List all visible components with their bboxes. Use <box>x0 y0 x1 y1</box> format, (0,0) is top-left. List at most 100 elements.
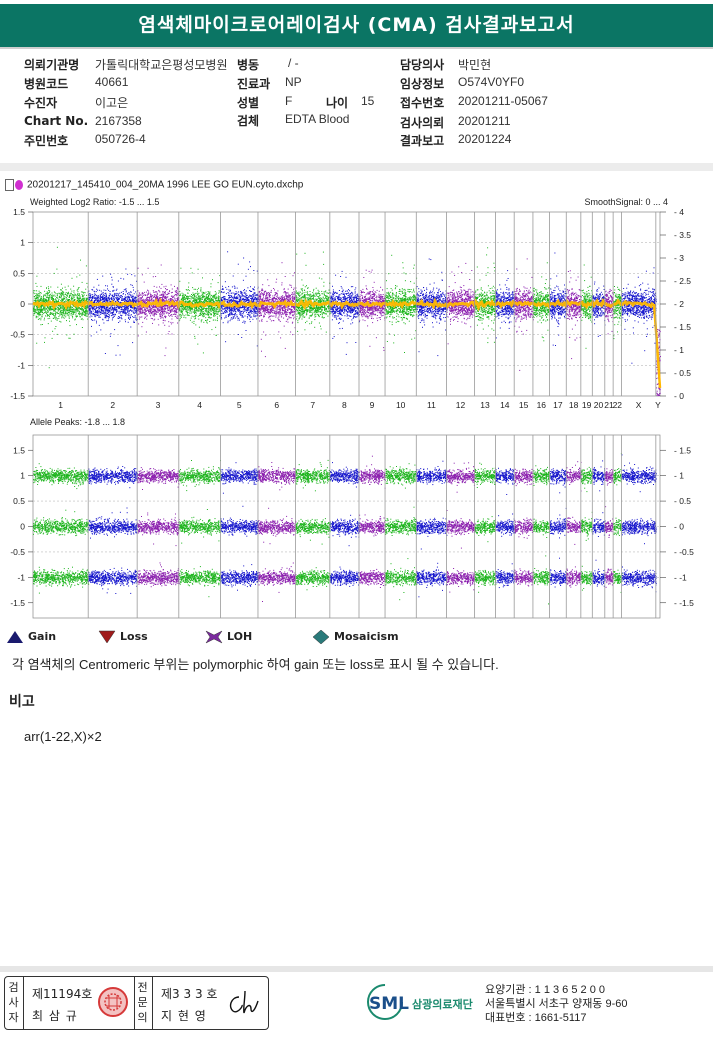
log2-ratio-point <box>195 289 196 290</box>
log2-ratio-point <box>41 300 42 301</box>
log2-ratio-point <box>57 298 58 299</box>
log2-ratio-point <box>79 275 80 276</box>
log2-ratio-point <box>48 315 49 316</box>
log2-ratio-point <box>124 306 125 307</box>
log2-ratio-point <box>138 306 139 307</box>
log2-ratio-point <box>83 309 84 310</box>
log2-ratio-point <box>80 309 81 310</box>
log2-ratio-point <box>55 328 56 329</box>
log2-ratio-point <box>211 283 212 284</box>
log2-ratio-point <box>129 299 130 300</box>
log2-ratio-point <box>243 298 244 299</box>
log2-ratio-point <box>149 311 150 312</box>
log2-ratio-point <box>181 299 182 300</box>
log2-ratio-point <box>223 296 224 297</box>
log2-ratio-point <box>39 291 40 292</box>
log2-ratio-point <box>39 309 40 310</box>
log2-ratio-point <box>235 298 236 299</box>
log2-ratio-point <box>177 323 178 324</box>
log2-ratio-point <box>165 320 166 321</box>
log2-ratio-point <box>57 295 58 296</box>
log2-ratio-point <box>98 296 99 297</box>
log2-ratio-point <box>194 313 195 314</box>
log2-ratio-point <box>195 299 196 300</box>
log2-ratio-point <box>165 348 166 349</box>
log2-ratio-point <box>169 326 170 327</box>
log2-ratio-point <box>241 296 242 297</box>
log2-ratio-point <box>214 295 215 296</box>
log2-ratio-point <box>120 297 121 298</box>
log2-ratio-point <box>202 299 203 300</box>
log2-ratio-point <box>38 313 39 314</box>
log2-ratio-point <box>235 294 236 295</box>
log2-ratio-point <box>217 300 218 301</box>
log2-ratio-point <box>216 314 217 315</box>
log2-ratio-point <box>42 310 43 311</box>
log2-ratio-point <box>106 294 107 295</box>
log2-ratio-point <box>98 299 99 300</box>
log2-ratio-point <box>57 312 58 313</box>
log2-ratio-point <box>166 305 167 306</box>
log2-ratio-point <box>72 311 73 312</box>
panel1-ytick-label: -1.5 <box>10 391 25 401</box>
log2-ratio-point <box>154 313 155 314</box>
log2-ratio-point <box>185 314 186 315</box>
log2-ratio-point <box>149 306 150 307</box>
log2-ratio-point <box>222 300 223 301</box>
log2-ratio-point <box>246 330 247 331</box>
log2-ratio-point <box>112 291 113 292</box>
log2-ratio-point <box>163 309 164 310</box>
log2-ratio-point <box>127 308 128 309</box>
log2-ratio-point <box>46 293 47 294</box>
log2-ratio-point <box>151 297 152 298</box>
log2-ratio-point <box>176 295 177 296</box>
log2-ratio-point <box>141 312 142 313</box>
log2-ratio-point <box>125 309 126 310</box>
log2-ratio-point <box>160 318 161 319</box>
log2-ratio-point <box>231 308 232 309</box>
log2-ratio-point <box>179 310 180 311</box>
log2-ratio-point <box>152 307 153 308</box>
log2-ratio-point <box>69 318 70 319</box>
log2-ratio-point <box>253 270 254 271</box>
log2-ratio-point <box>234 294 235 295</box>
log2-ratio-point <box>59 315 60 316</box>
log2-ratio-point <box>111 297 112 298</box>
log2-ratio-point <box>181 306 182 307</box>
log2-ratio-point <box>87 313 88 314</box>
log2-ratio-point <box>128 297 129 298</box>
log2-ratio-point <box>232 314 233 315</box>
log2-ratio-point <box>123 312 124 313</box>
log2-ratio-point <box>145 299 146 300</box>
log2-ratio-point <box>128 311 129 312</box>
log2-ratio-point <box>96 307 97 308</box>
log2-ratio-point <box>152 311 153 312</box>
log2-ratio-point <box>57 309 58 310</box>
log2-ratio-point <box>105 296 106 297</box>
log2-ratio-point <box>103 313 104 314</box>
report-title-bar: 염색체마이크로어레이검사 (CMA) 검사결과보고서 <box>0 4 713 49</box>
log2-ratio-point <box>227 301 228 302</box>
log2-ratio-point <box>136 318 137 319</box>
log2-ratio-point <box>135 291 136 292</box>
log2-ratio-point <box>115 297 116 298</box>
log2-ratio-point <box>145 314 146 315</box>
log2-ratio-point <box>43 306 44 307</box>
log2-ratio-point <box>34 313 35 314</box>
panel1-ytick-label: -0.5 <box>10 330 25 340</box>
log2-ratio-point <box>45 337 46 338</box>
log2-ratio-point <box>159 286 160 287</box>
log2-ratio-point <box>194 294 195 295</box>
log2-ratio-point <box>194 310 195 311</box>
log2-ratio-point <box>103 306 104 307</box>
log2-ratio-point <box>171 296 172 297</box>
log2-ratio-point <box>129 319 130 320</box>
log2-ratio-point <box>158 312 159 313</box>
log2-ratio-point <box>36 290 37 291</box>
log2-ratio-point <box>206 295 207 296</box>
log2-ratio-point <box>172 305 173 306</box>
log2-ratio-point <box>153 305 154 306</box>
log2-ratio-point <box>122 296 123 297</box>
log2-ratio-point <box>80 296 81 297</box>
log2-ratio-point <box>165 306 166 307</box>
